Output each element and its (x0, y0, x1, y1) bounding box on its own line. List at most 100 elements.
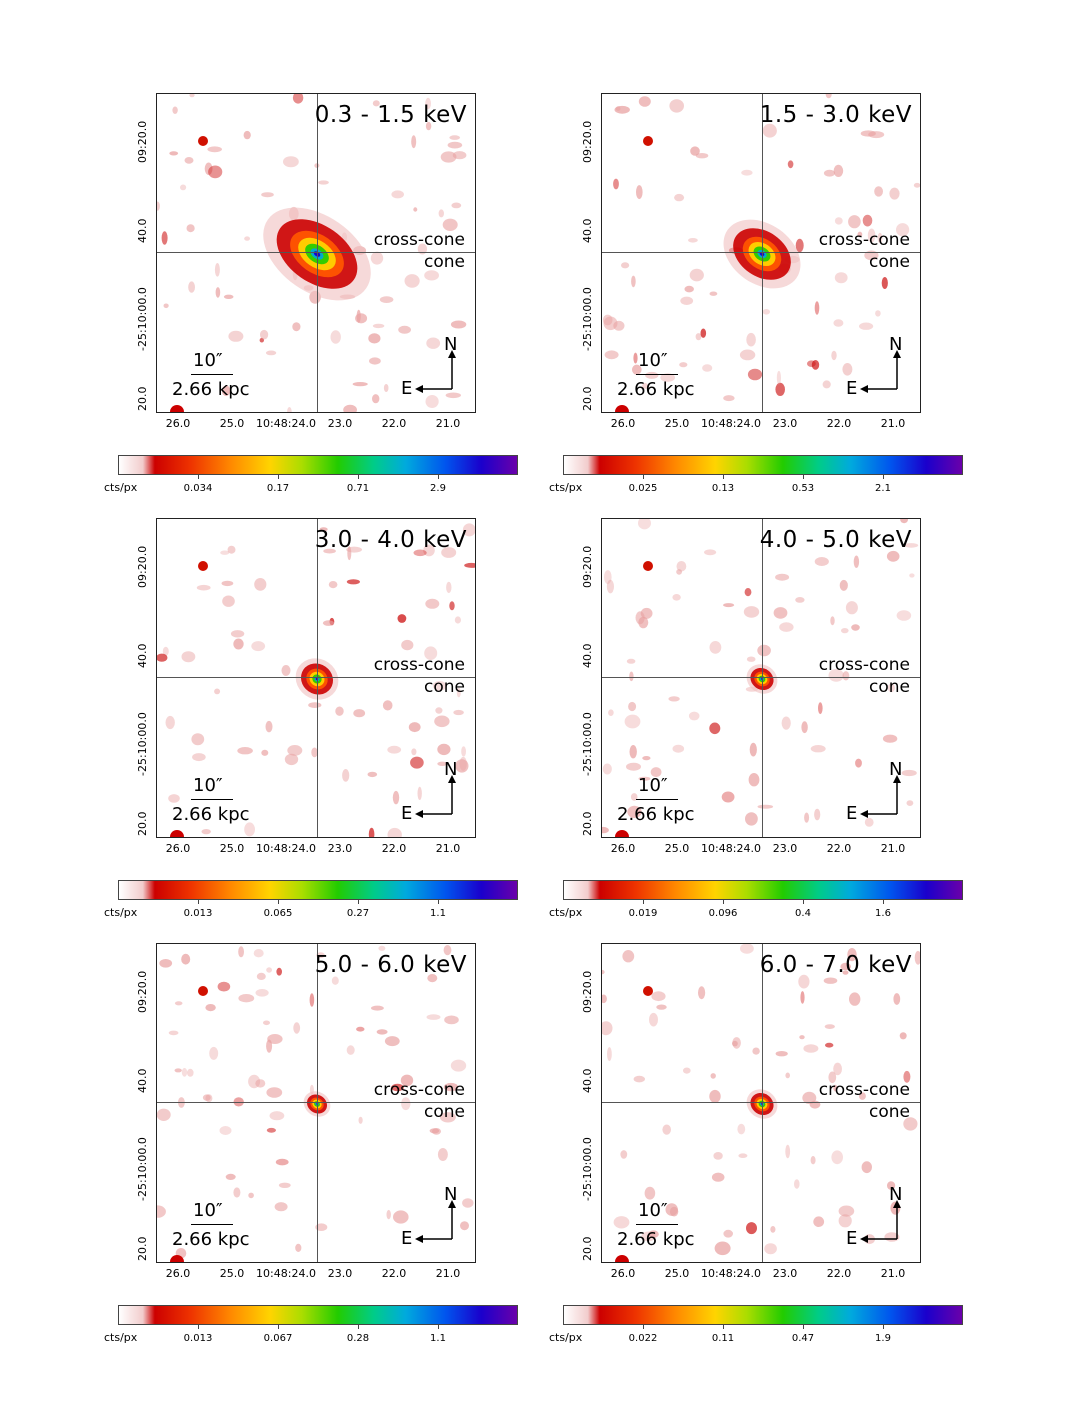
noise-blob (745, 812, 758, 826)
noise-blob (293, 1022, 301, 1034)
noise-blob (372, 323, 385, 329)
noise-blob (859, 322, 874, 330)
noise-blob (275, 1158, 289, 1166)
noise-blob (233, 638, 244, 650)
noise-blob (665, 1203, 678, 1216)
noise-blob (347, 546, 352, 561)
noise-blob (278, 1182, 291, 1188)
colorbar-tick (803, 1325, 804, 1329)
noise-blob (814, 808, 821, 821)
noise-blob (813, 1216, 825, 1227)
noise-blob (711, 1172, 725, 1182)
noise-blob (369, 357, 381, 365)
point-source (170, 830, 184, 837)
noise-blob (398, 325, 411, 334)
noise-blob (256, 972, 266, 980)
noise-blob (833, 1062, 842, 1076)
noise-blob (383, 384, 389, 392)
colorbar-tick (723, 1325, 724, 1329)
noise-blob (824, 1024, 835, 1029)
noise-blob (267, 1034, 283, 1044)
noise-blob (645, 371, 659, 379)
colorbar-value: 0.47 (791, 1333, 815, 1344)
ra-tick-label: 25.0 (219, 1267, 245, 1280)
dec-tick-label: -25:10:00.0 (581, 1137, 594, 1201)
noise-blob (323, 548, 336, 554)
noise-blob (903, 1070, 911, 1083)
north-label: N (444, 759, 458, 780)
colorbar-tick (883, 900, 884, 904)
noise-blob (372, 394, 380, 404)
noise-blob (615, 106, 621, 111)
noise-blob (404, 274, 420, 288)
cone-label: cone (424, 252, 465, 272)
noise-blob (842, 363, 853, 376)
noise-blob (794, 1179, 800, 1189)
noise-blob (855, 758, 862, 768)
noise-blob (744, 588, 752, 597)
noise-blob (391, 190, 404, 199)
noise-blob (423, 544, 435, 557)
noise-blob (909, 573, 915, 578)
noise-blob (189, 94, 195, 98)
noise-blob (196, 584, 211, 591)
noise-blob (331, 976, 339, 985)
noise-blob (238, 946, 244, 958)
noise-blob (208, 165, 223, 179)
colorbar (118, 1305, 518, 1325)
noise-blob (688, 238, 698, 243)
image-panel-1: 0.3 - 1.5 keV cross-cone cone 10″ 2.66 kpc N E… (104, 93, 598, 513)
noise-blob (192, 753, 206, 762)
noise-blob (887, 683, 895, 693)
dec-tick-label: 20.0 (581, 1236, 594, 1262)
noise-blob (386, 1209, 391, 1220)
noise-blob (606, 579, 614, 594)
colorbar-tick (198, 900, 199, 904)
noise-blob (400, 1074, 414, 1087)
noise-blob (764, 1243, 777, 1255)
noise-blob (814, 557, 829, 566)
noise-blob (322, 620, 335, 626)
image-panel-3: 3.0 - 4.0 keV cross-cone cone 10″ 2.66 kpc N E… (104, 518, 598, 938)
noise-blob (379, 296, 394, 303)
noise-blob (188, 281, 195, 293)
noise-blob (228, 330, 244, 342)
noise-blob (834, 272, 848, 284)
noise-blob (632, 364, 642, 375)
colorbar-unit: cts/px (104, 1331, 138, 1344)
noise-blob (704, 549, 717, 556)
noise-blob (603, 316, 618, 331)
noise-blob (818, 702, 823, 715)
ra-tick-label: 25.0 (219, 842, 245, 855)
north-label: N (889, 1184, 903, 1205)
noise-blob (881, 277, 888, 289)
noise-blob (858, 1092, 866, 1100)
noise-blob (424, 270, 439, 281)
cone-axis-line (317, 519, 318, 837)
noise-blob (798, 974, 810, 989)
noise-blob (460, 1221, 469, 1231)
noise-blob (648, 1230, 659, 1238)
noise-blob (762, 309, 770, 315)
compass-arrows (415, 775, 456, 818)
noise-blob (356, 1026, 365, 1032)
noise-blob (222, 595, 235, 607)
ra-tick-label: 26.0 (165, 417, 191, 430)
noise-blob (425, 598, 440, 609)
noise-blob (838, 1205, 855, 1217)
noise-blob (741, 169, 753, 176)
colorbar-value: 1.1 (430, 1333, 446, 1344)
noise-blob (914, 950, 920, 965)
noise-blob (368, 827, 375, 837)
noise-blob (795, 238, 804, 253)
noise-blob (274, 1202, 288, 1212)
noise-blob (700, 328, 707, 338)
noise-blob (676, 561, 687, 572)
noise-blob (690, 146, 700, 156)
energy-band-label: 6.0 - 7.0 keV (759, 952, 912, 978)
noise-blob (823, 169, 836, 177)
noise-blob (749, 742, 757, 757)
noise-blob (181, 953, 191, 965)
noise-blob (811, 360, 820, 370)
cross-cone-axis-line (602, 252, 920, 253)
